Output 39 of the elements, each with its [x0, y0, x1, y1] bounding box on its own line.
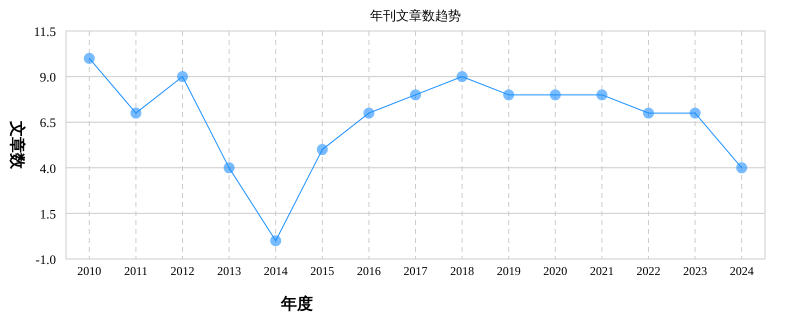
point [503, 89, 514, 100]
point [456, 71, 468, 82]
y-tick-label: 6.5 [40, 115, 56, 130]
y-tick-label: -1.0 [35, 252, 56, 267]
x-tick-label: 2021 [590, 264, 614, 278]
y-tick-label: 11.5 [34, 24, 56, 39]
x-tick-label: 2019 [496, 264, 521, 278]
y-axis-title: 文章数 [8, 120, 26, 170]
point [550, 89, 561, 100]
point [270, 235, 282, 246]
x-tick-label: 2016 [356, 264, 381, 278]
point [736, 162, 748, 174]
point [363, 108, 374, 119]
point [596, 89, 608, 100]
point [84, 52, 95, 64]
x-tick-label: 2017 [404, 264, 428, 278]
chart-title: 年刊文章数趋势 [370, 8, 461, 23]
point [177, 71, 188, 82]
point [316, 144, 328, 156]
x-tick-label: 2014 [264, 264, 288, 278]
point [224, 162, 235, 174]
x-tick-label: 2020 [543, 264, 568, 278]
y-tick-label: 4.0 [40, 160, 56, 176]
x-tick-label: 2011 [124, 264, 148, 278]
x-tick-label: 2013 [217, 264, 242, 278]
x-axis-title: 年度 [280, 294, 313, 313]
x-tick-label: 2022 [636, 264, 660, 278]
point [130, 108, 142, 119]
x-tick-label: 2018 [450, 264, 474, 278]
x-tick-label: 2023 [683, 264, 708, 278]
x-tick-label: 2012 [170, 264, 194, 278]
x-tick-label: 2010 [77, 264, 102, 278]
point [410, 89, 421, 100]
y-tick-label: 1.5 [40, 206, 56, 222]
x-tick-label: 2024 [730, 264, 754, 278]
point [643, 108, 654, 119]
point [690, 108, 701, 119]
y-tick-label: 9.0 [40, 70, 56, 85]
x-tick-label: 2015 [310, 264, 334, 278]
